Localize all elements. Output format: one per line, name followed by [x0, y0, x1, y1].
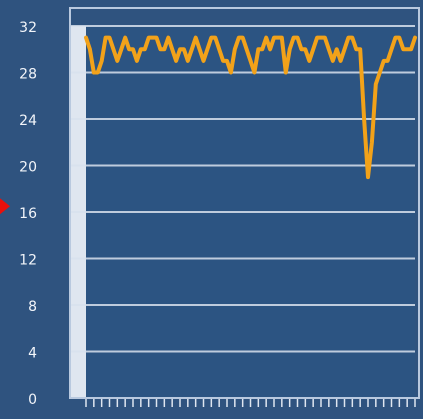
y-tick-label: 32	[19, 20, 37, 36]
y-tick-label: 0	[28, 392, 37, 408]
y-tick-label: 24	[19, 113, 37, 129]
value-marker	[0, 198, 10, 215]
y-tick-label: 8	[28, 299, 37, 315]
series-line	[84, 35, 417, 180]
gridlines	[70, 25, 415, 399]
y-tick-label: 16	[19, 206, 37, 222]
y-tick-label: 4	[28, 346, 37, 362]
y-tick-labels: 0 4 8 12 16 20 24 28 32	[19, 20, 37, 408]
x-tick-marks	[85, 398, 416, 407]
y-tick-label: 12	[19, 253, 37, 269]
plot-frame	[69, 7, 420, 399]
y-tick-label: 28	[19, 67, 37, 83]
y-tick-label: 20	[19, 160, 37, 176]
